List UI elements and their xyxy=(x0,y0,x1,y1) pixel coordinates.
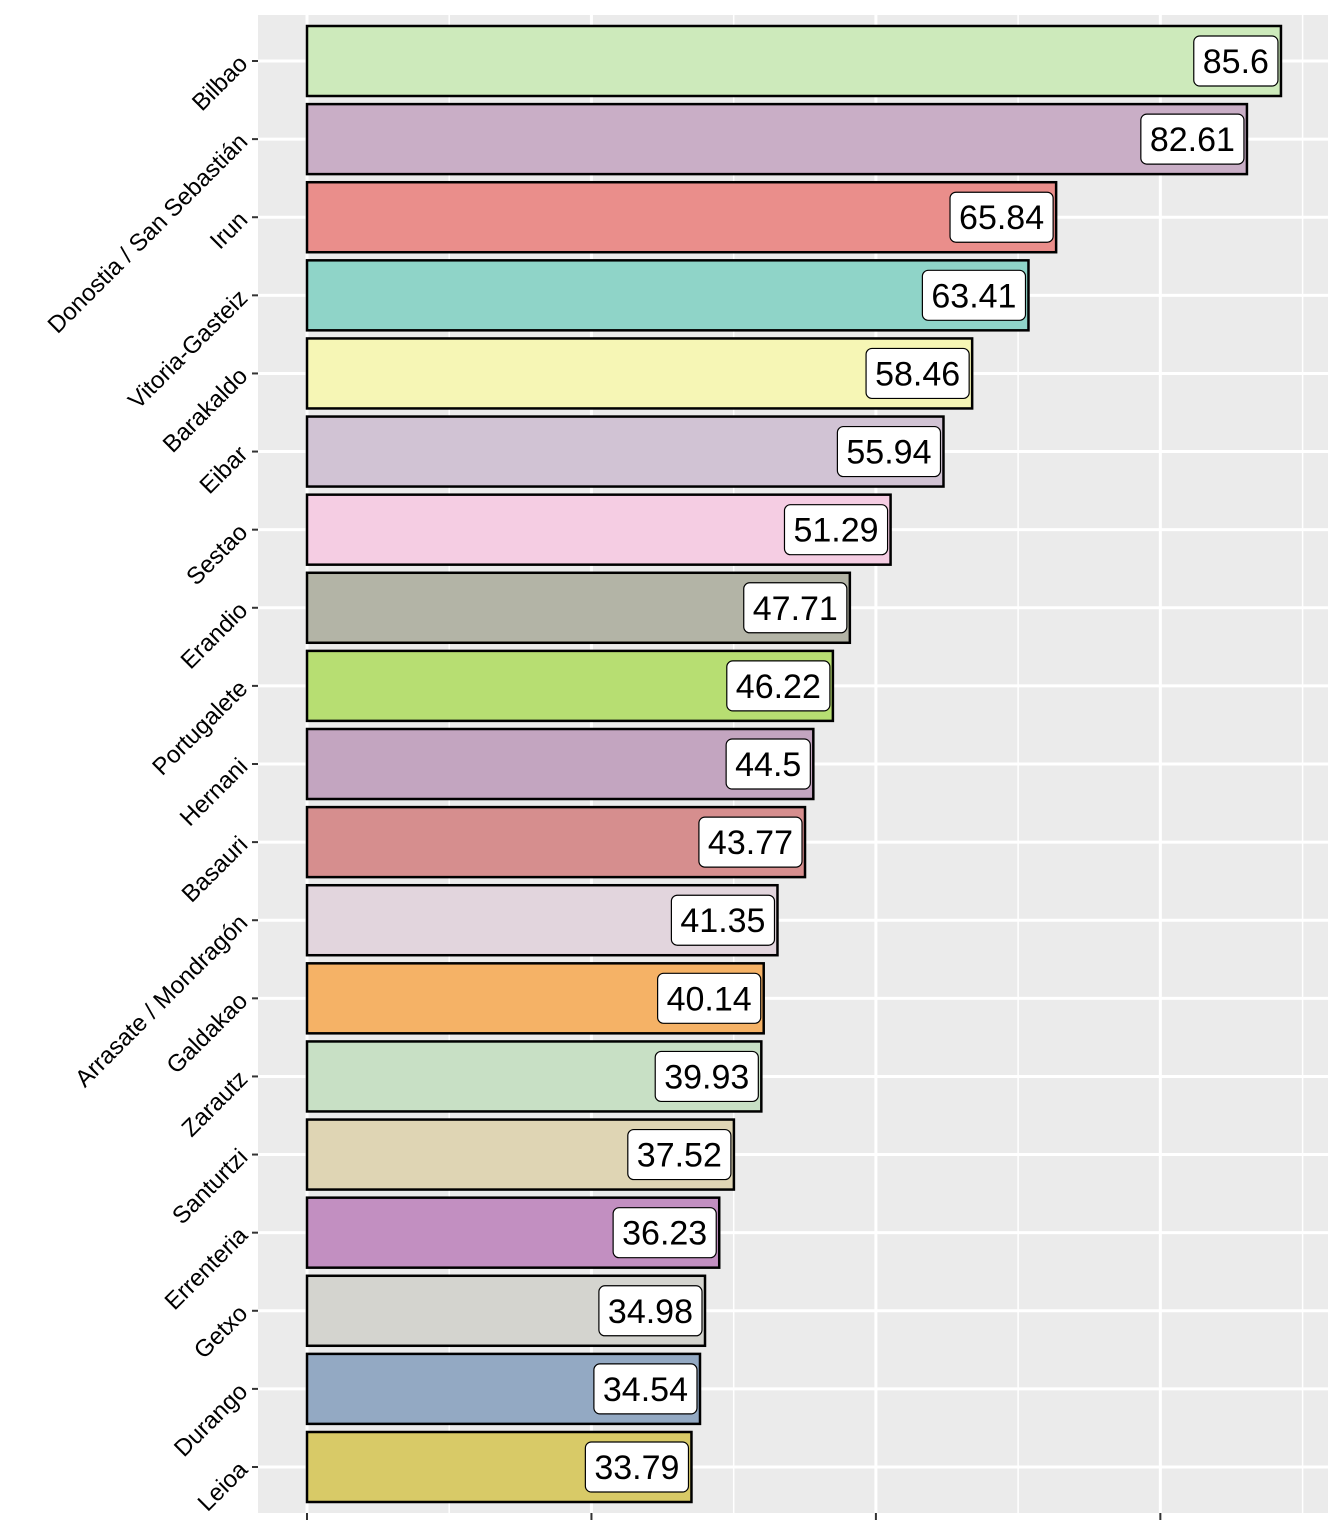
data-label-box xyxy=(593,1363,698,1415)
bar xyxy=(305,180,1058,254)
y-tick-label: Durango xyxy=(169,1378,253,1462)
data-label-box xyxy=(598,1285,703,1337)
data-label-box xyxy=(949,191,1054,243)
y-tick-label: Hernani xyxy=(175,753,254,832)
data-label: 85.6 xyxy=(1203,43,1269,81)
data-label-box xyxy=(1193,35,1279,87)
data-label: 40.14 xyxy=(667,980,752,1018)
data-label: 39.93 xyxy=(664,1058,749,1096)
data-label: 43.77 xyxy=(708,824,793,862)
data-label: 33.79 xyxy=(594,1449,679,1487)
y-tick-label: Leioa xyxy=(193,1456,254,1517)
data-label: 47.71 xyxy=(753,590,838,628)
data-labels: 85.6 82.61 65.84 63.41 58.46 55.94 51.29 47.71 4… xyxy=(584,35,1279,1493)
data-label-box xyxy=(670,894,776,946)
data-label-box xyxy=(743,582,848,634)
bar xyxy=(305,102,1249,176)
bars xyxy=(305,24,1283,1504)
y-tick-label: Sestao xyxy=(181,519,253,591)
y-tick-label: Eibar xyxy=(195,441,254,500)
data-label-box xyxy=(612,1207,717,1259)
y-tick-label: Basauri xyxy=(177,831,254,908)
data-label-box xyxy=(921,269,1027,321)
data-label-box xyxy=(726,660,831,712)
y-tick-label: Bilbao xyxy=(187,50,253,116)
y-tick-label: Getxo xyxy=(189,1300,253,1364)
y-tick-label: Irun xyxy=(205,206,253,254)
data-label-box xyxy=(657,972,762,1024)
data-label-box xyxy=(584,1441,690,1493)
bar xyxy=(305,337,974,410)
data-label: 58.46 xyxy=(875,355,960,393)
data-label: 37.52 xyxy=(637,1137,722,1175)
data-label-box xyxy=(836,425,942,478)
data-label-box xyxy=(698,816,803,868)
y-tick-label: Santurtzi xyxy=(167,1144,253,1230)
data-label: 55.94 xyxy=(846,434,931,472)
data-label-box xyxy=(725,738,811,790)
data-label: 41.35 xyxy=(680,902,765,940)
data-label-box xyxy=(865,347,970,400)
data-label: 82.61 xyxy=(1150,121,1235,159)
y-tick-label: Erandio xyxy=(176,597,254,675)
bar xyxy=(305,24,1283,98)
data-label: 34.54 xyxy=(603,1371,688,1409)
bar xyxy=(305,259,1030,332)
data-label: 65.84 xyxy=(959,199,1044,237)
data-label: 46.22 xyxy=(736,668,821,706)
data-label-box xyxy=(627,1128,732,1181)
data-label-box xyxy=(783,504,889,556)
data-label: 44.5 xyxy=(735,746,801,784)
data-label-box xyxy=(654,1050,759,1103)
data-label: 34.98 xyxy=(608,1293,693,1331)
y-tick-label: Zarautz xyxy=(177,1066,254,1143)
y-tick-label: Errenteria xyxy=(160,1221,254,1315)
data-label: 36.23 xyxy=(622,1215,707,1253)
data-label: 63.41 xyxy=(931,277,1016,315)
data-label-box xyxy=(1140,113,1245,165)
x-axis xyxy=(306,1513,1162,1520)
data-label: 51.29 xyxy=(793,512,878,550)
